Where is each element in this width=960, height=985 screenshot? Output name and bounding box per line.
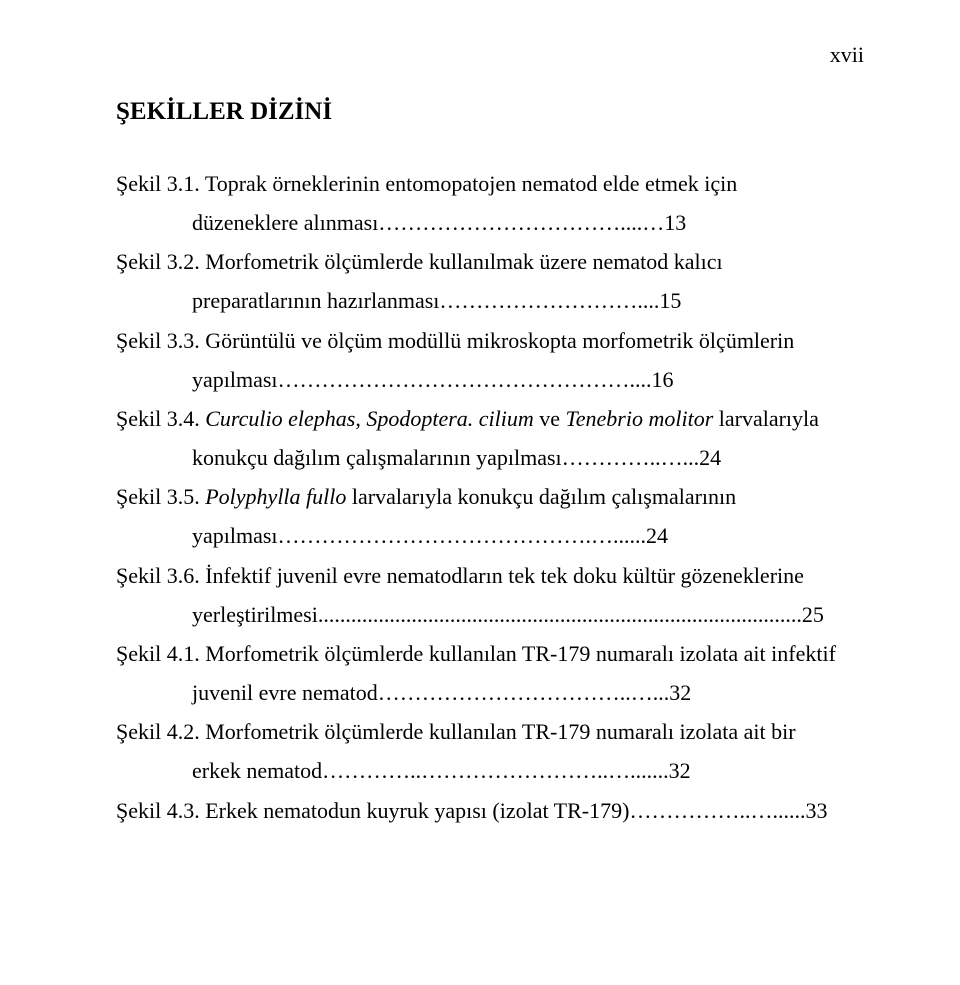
entry-text-part: larvalarıyla konukçu dağılım çalışmaları… (346, 484, 736, 509)
toc-entry: Şekil 3.1. Toprak örneklerinin entomopat… (116, 164, 864, 242)
species-name: Polyphylla fullo (205, 484, 346, 509)
entry-continuation: düzeneklere alınması……………………………....…13 (192, 203, 864, 242)
entry-text: Şekil 4.3. Erkek nematodun kuyruk yapısı… (116, 791, 864, 830)
entry-continuation: konukçu dağılım çalışmalarının yapılması… (192, 438, 864, 477)
entry-continuation: juvenil evre nematod……………………………..…...32 (192, 673, 864, 712)
entry-text: Şekil 3.1. Toprak örneklerinin entomopat… (116, 164, 864, 203)
toc-entry: Şekil 3.5. Polyphylla fullo larvalarıyla… (116, 477, 864, 555)
entry-text: Şekil 3.5. Polyphylla fullo larvalarıyla… (116, 477, 864, 516)
entry-text: Şekil 3.2. Morfometrik ölçümlerde kullan… (116, 242, 864, 281)
entry-text-part: larvalarıyla (713, 406, 819, 431)
entry-text-part: ve (534, 406, 566, 431)
toc-entry: Şekil 4.2. Morfometrik ölçümlerde kullan… (116, 712, 864, 790)
entry-label: Şekil 3.5. (116, 484, 205, 509)
entry-text: Şekil 4.1. Morfometrik ölçümlerde kullan… (116, 634, 864, 673)
toc-entry: Şekil 3.3. Görüntülü ve ölçüm modüllü mi… (116, 321, 864, 399)
entry-continuation: yerleştirilmesi.........................… (192, 595, 864, 634)
toc-entry: Şekil 3.6. İnfektif juvenil evre nematod… (116, 556, 864, 634)
species-name: Tenebrio molitor (566, 406, 714, 431)
toc-entry: Şekil 4.1. Morfometrik ölçümlerde kullan… (116, 634, 864, 712)
entry-continuation: preparatlarının hazırlanması………………………...… (192, 281, 864, 320)
species-name: Curculio elephas, Spodoptera. cilium (205, 406, 534, 431)
page-number: xvii (830, 42, 864, 68)
entry-text: Şekil 3.6. İnfektif juvenil evre nematod… (116, 556, 864, 595)
entry-continuation: yapılması…………………………………………....16 (192, 360, 864, 399)
entry-text: Şekil 3.3. Görüntülü ve ölçüm modüllü mi… (116, 321, 864, 360)
page-title: ŞEKİLLER DİZİNİ (116, 98, 864, 126)
entry-label: Şekil 3.4. (116, 406, 205, 431)
toc-entry: Şekil 3.2. Morfometrik ölçümlerde kullan… (116, 242, 864, 320)
entry-text: Şekil 4.2. Morfometrik ölçümlerde kullan… (116, 712, 864, 751)
toc-entry: Şekil 4.3. Erkek nematodun kuyruk yapısı… (116, 791, 864, 830)
entry-continuation: erkek nematod…………..……………………..….......32 (192, 751, 864, 790)
entry-continuation: yapılması…………………………………….…......24 (192, 516, 864, 555)
document-page: xvii ŞEKİLLER DİZİNİ Şekil 3.1. Toprak ö… (0, 0, 960, 878)
entry-text: Şekil 3.4. Curculio elephas, Spodoptera.… (116, 399, 864, 438)
toc-entry: Şekil 3.4. Curculio elephas, Spodoptera.… (116, 399, 864, 477)
